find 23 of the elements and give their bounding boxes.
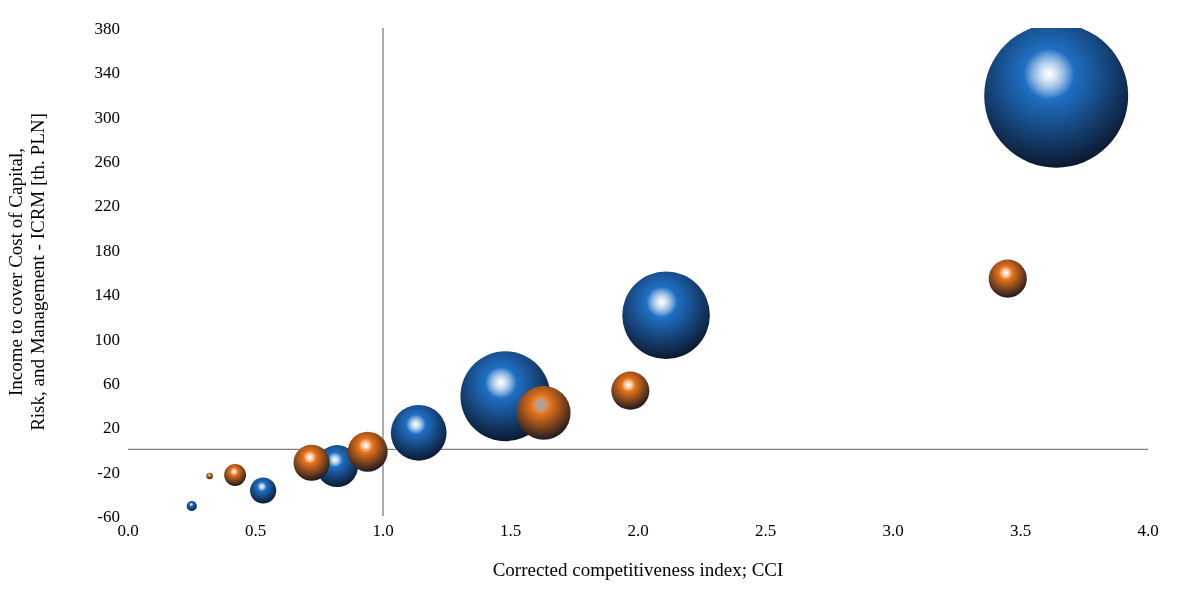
- x-tick-label: 2.5: [754, 521, 777, 541]
- y-tick-label: 380: [94, 19, 120, 39]
- x-tick-label: 2.0: [627, 521, 649, 541]
- x-tick-label: 3.5: [1009, 521, 1032, 541]
- y-tick-label: -60: [97, 507, 120, 527]
- y-tick-label: 340: [94, 63, 120, 83]
- y-tick-label: 260: [94, 152, 120, 172]
- x-tick-label: 4.0: [1137, 521, 1159, 541]
- x-tick-label: 1.0: [372, 521, 394, 541]
- y-tick-label: 180: [94, 240, 120, 260]
- y-axis-title: Income to cover Cost of Capital, Risk, and Management - ICRM [th. PLN]: [5, 113, 48, 431]
- y-tick-label: 20: [103, 418, 120, 438]
- x-tick-label: 0.0: [117, 521, 139, 541]
- y-tick-label: 60: [103, 373, 120, 393]
- x-tick-label: 0.5: [244, 521, 267, 541]
- y-tick-label: 100: [94, 329, 120, 349]
- x-tick-label: 1.5: [499, 521, 522, 541]
- x-tick-label: 3.0: [882, 521, 904, 541]
- x-axis-title: Corrected competitiveness index; CCI: [492, 559, 784, 580]
- y-tick-label: -20: [97, 462, 120, 482]
- y-tick-label: 140: [94, 285, 120, 305]
- y-tick-label: 300: [94, 107, 120, 127]
- y-tick-label: 220: [94, 196, 120, 216]
